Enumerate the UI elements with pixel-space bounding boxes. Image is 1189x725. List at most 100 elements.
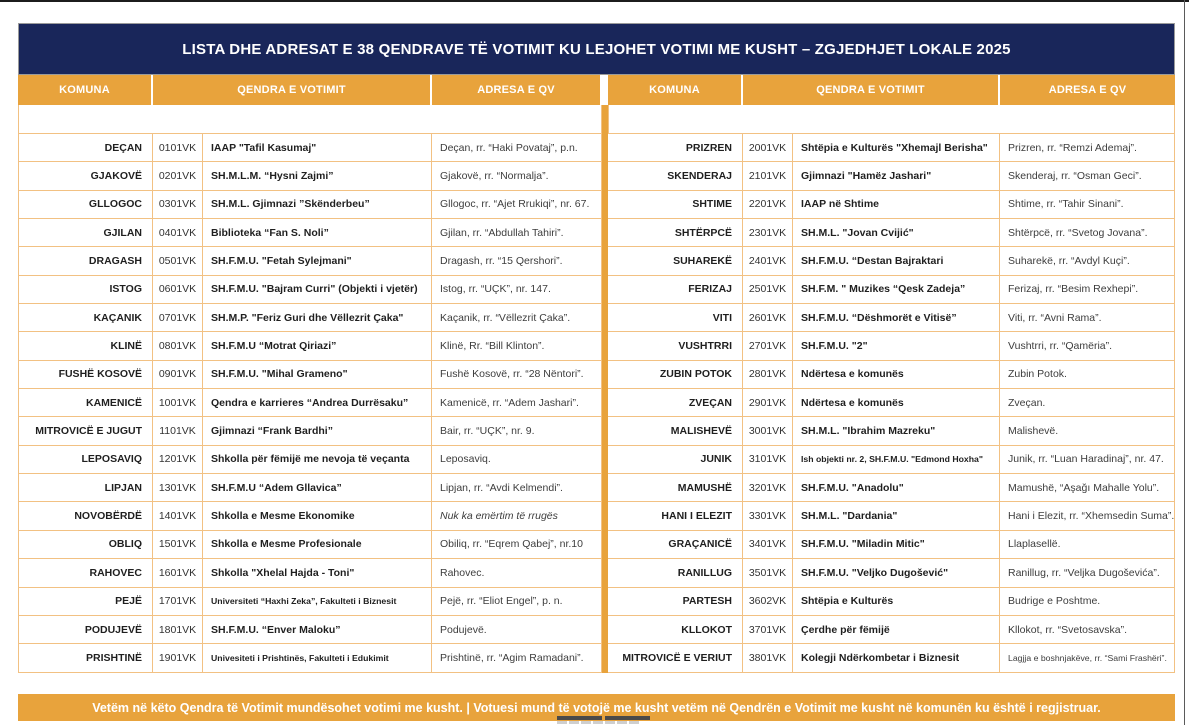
cell-vk-code: 0401VK [153,219,203,248]
cell-adresa: Rahovec. [432,559,602,588]
cell-qendra-votimit: Shtëpia e Kulturës "Xhemajl Berisha" [793,134,1000,163]
cell-adresa: Istog, rr. “UÇK”, nr. 147. [432,275,602,305]
cell-vk-code: 0601VK [153,275,203,305]
cell-vk-code: 2001VK [743,134,793,163]
cell-komuna: SUHAREKË [608,247,743,276]
cell-vk-code: 0701VK [153,304,203,333]
table-row: PRISHTINË 1901VK Univesiteti i Prishtinë… [18,644,1175,673]
cell-adresa: Leposaviq. [432,445,602,475]
half-divider [602,190,608,220]
half-divider [602,559,608,588]
cell-adresa: Gllogoc, rr. “Ajet Rrukiqi”, nr. 67. [432,190,602,220]
cell-qendra-votimit: Shtëpia e Kulturës [793,587,1000,616]
cell-vk-code: 1001VK [153,389,203,418]
cell-qendra-votimit: IAAP "Tafil Kasumaj" [203,134,432,163]
cell-qendra-votimit: Shkolla për fëmijë me nevoja të veçanta [203,445,432,475]
table-row: GJILAN 0401VK Biblioteka “Fan S. Noli” G… [18,219,1175,248]
cell-adresa: Viti, rr. “Avni Rama”. [1000,304,1175,333]
cell-adresa: Dragash, rr. “15 Qershori”. [432,247,602,276]
half-divider [602,615,608,645]
cell-adresa: Llaplasellë. [1000,530,1175,560]
cell-komuna: OBLIQ [18,530,153,560]
cell-vk-code: 3401VK [743,530,793,560]
cell-qendra-votimit: SH.M.L. "Ibrahim Mazreku" [793,417,1000,446]
cell-vk-code: 2901VK [743,389,793,418]
cell-adresa: Budrige e Poshtme. [1000,587,1175,616]
cell-vk-code: 1601VK [153,559,203,588]
table-row: ISTOG 0601VK SH.F.M.U. "Bajram Curri" (O… [18,275,1175,305]
half-divider [602,105,608,134]
cell-qendra-votimit: SH.F.M. " Muzikes “Qesk Zadeja” [793,275,1000,305]
table-row: KLINË 0801VK SH.F.M.U “Motrat Qiriazi” K… [18,332,1175,361]
cell-qendra-votimit: Univesiteti i Prishtinës, Fakulteti i Ed… [203,644,432,673]
table-row: KAMENICË 1001VK Qendra e karrieres “Andr… [18,389,1175,418]
cell-komuna: RAHOVEC [18,559,153,588]
cell-qendra-votimit: SH.F.M.U. "Bajram Curri" (Objekti i vjet… [203,275,432,305]
half-divider [602,247,608,276]
cell-komuna: KLLOKOT [608,615,743,645]
cell-komuna: PEJË [18,587,153,616]
cell-adresa: Junik, rr. “Luan Haradinaj”, nr. 47. [1000,445,1175,475]
cell-qendra-votimit: SH.F.M.U. "Veljko Dugošević" [793,559,1000,588]
table-row: PEJË 1701VK Universiteti “Haxhi Zeka”, F… [18,587,1175,616]
page-title: LISTA DHE ADRESAT E 38 QENDRAVE TË VOTIM… [182,40,1011,58]
cell-komuna: LEPOSAVIQ [18,445,153,475]
cell-komuna: MALISHEVË [608,417,743,446]
cell-qendra-votimit: Ish objekti nr. 2, SH.F.M.U. "Edmond Hox… [793,445,1000,475]
cell-vk-code: 1901VK [153,644,203,673]
cell-komuna: DRAGASH [18,247,153,276]
table-row: PODUJEVË 1801VK SH.F.M.U. “Enver Maloku”… [18,615,1175,645]
cell-komuna: FERIZAJ [608,275,743,305]
cell-qendra-votimit: Shkolla "Xhelal Hajda - Toni" [203,559,432,588]
cell-komuna: VITI [608,304,743,333]
cell-vk-code: 3701VK [743,615,793,645]
half-divider [602,417,608,446]
cell-vk-code: 3301VK [743,502,793,531]
table-row: LEPOSAVIQ 1201VK Shkolla për fëmijë me n… [18,445,1175,475]
half-divider [602,332,608,361]
half-divider [602,644,608,673]
cell-komuna: SHTËRPCË [608,219,743,248]
cell-adresa: Nuk ka emërtim të rrugës [432,502,602,531]
column-header-adresa-left: ADRESA E QV [432,75,602,105]
cell-qendra-votimit: SH.F.M.U. “Destan Bajraktari [793,247,1000,276]
half-divider [602,275,608,305]
half-divider [602,134,608,163]
cell-vk-code: 3101VK [743,445,793,475]
cell-qendra-votimit: Ndërtesa e komunës [793,389,1000,418]
cell-vk-code: 2601VK [743,304,793,333]
cell-komuna: FUSHË KOSOVË [18,360,153,390]
cell-komuna: LIPJAN [18,474,153,503]
cell-komuna: NOVOBËRDË [18,502,153,531]
half-divider [602,587,608,616]
cell-adresa: Gjilan, rr. “Abdullah Tahiri”. [432,219,602,248]
column-header-qendra-left: QENDRA E VOTIMIT [153,75,432,105]
spacer-left [18,105,602,134]
cell-komuna: MITROVICË E JUGUT [18,417,153,446]
cell-vk-code: 2701VK [743,332,793,361]
cell-komuna: KAMENICË [18,389,153,418]
cell-vk-code: 3501VK [743,559,793,588]
cell-vk-code: 3001VK [743,417,793,446]
cell-qendra-votimit: Gjimnazi “Frank Bardhi” [203,417,432,446]
cell-adresa: Mamushë, “Aşağı Mahalle Yolu”. [1000,474,1175,503]
cell-qendra-votimit: SH.M.L.M. “Hysni Zajmi” [203,162,432,191]
cell-adresa: Pejë, rr. “Eliot Engel”, p. n. [432,587,602,616]
cell-qendra-votimit: Gjimnazi "Hamëz Jashari" [793,162,1000,191]
cell-komuna: PRIZREN [608,134,743,163]
cell-qendra-votimit: Shkolla e Mesme Profesionale [203,530,432,560]
cell-qendra-votimit: Kolegji Ndërkombetar i Biznesit [793,644,1000,673]
cell-qendra-votimit: SH.F.M.U. “Enver Maloku” [203,615,432,645]
table-row: OBLIQ 1501VK Shkolla e Mesme Profesional… [18,530,1175,560]
cell-qendra-votimit: SH.F.M.U. “Dëshmorët e Vitisë” [793,304,1000,333]
cell-adresa: Obiliq, rr. “Eqrem Qabej”, nr.10 [432,530,602,560]
cell-komuna: RANILLUG [608,559,743,588]
cell-komuna: PRISHTINË [18,644,153,673]
cell-adresa: Klinë, Rr. “Bill Klinton”. [432,332,602,361]
cell-qendra-votimit: SH.M.L. "Jovan Cvijić" [793,219,1000,248]
cell-komuna: GRAÇANICË [608,530,743,560]
half-divider [602,219,608,248]
cell-komuna: SKENDERAJ [608,162,743,191]
column-header-adresa-right: ADRESA E QV [1000,75,1175,105]
cell-qendra-votimit: SH.M.L. "Dardania" [793,502,1000,531]
